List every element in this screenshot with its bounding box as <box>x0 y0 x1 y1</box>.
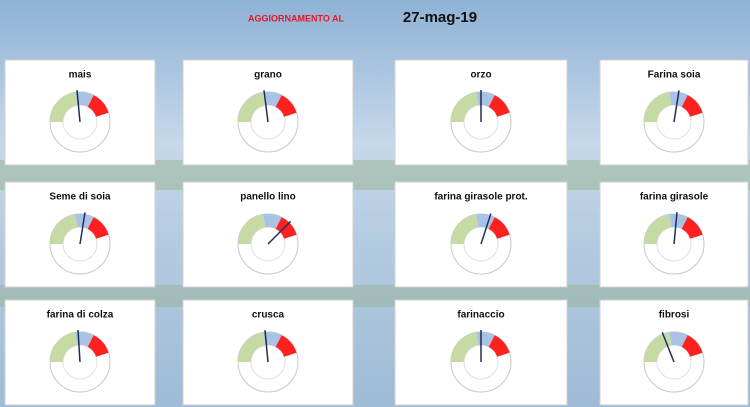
gauge-band <box>451 92 479 122</box>
gauge-band <box>263 92 282 107</box>
gauge-needle <box>264 330 269 363</box>
gauge-needle <box>263 90 269 123</box>
gauge-card: farina girasole prot. <box>394 181 568 288</box>
update-date: 27-mag-19 <box>403 9 477 26</box>
gauge-band <box>75 91 94 107</box>
gauge-card: farina girasole <box>599 181 749 288</box>
gauge-card: orzo <box>394 59 568 166</box>
gauge-title: grano <box>254 70 282 81</box>
gauge-card: grano <box>182 59 354 166</box>
gauge-title: orzo <box>470 70 491 81</box>
gauge-title: panello lino <box>240 192 296 203</box>
gauge-band <box>75 332 94 347</box>
gauge-needle <box>480 213 492 245</box>
gauge-card: panello lino <box>182 181 354 288</box>
gauge-card: mais <box>4 59 156 166</box>
gauge-needle <box>267 220 292 245</box>
gauge-title: farina girasole <box>640 192 709 203</box>
gauge-band <box>681 335 703 357</box>
gauge-band <box>238 332 266 362</box>
gauge-band <box>488 335 510 357</box>
gauge-band <box>681 217 703 239</box>
gauge-card: Seme di soia <box>4 181 156 288</box>
gauge-band <box>275 95 297 117</box>
gauge-band <box>75 214 94 229</box>
gauge-needle <box>673 212 678 245</box>
gauge-band <box>263 332 282 347</box>
gauge-band <box>50 332 78 362</box>
gauge-band <box>669 332 688 347</box>
gauge-band <box>275 335 297 357</box>
gauge-needle <box>77 330 81 363</box>
gauge-title: farina di colza <box>47 310 114 321</box>
gauge-band <box>238 214 266 244</box>
gauge-title: mais <box>69 70 92 81</box>
gauge-card: farina di colza <box>4 299 156 406</box>
gauge-band <box>263 214 282 229</box>
gauge-title: crusca <box>252 310 285 321</box>
gauge-title: farinaccio <box>457 310 504 321</box>
gauge-title: farina girasole prot. <box>434 192 528 203</box>
gauge-band <box>87 217 109 239</box>
gauge-band <box>238 92 266 122</box>
gauge-band <box>669 91 688 107</box>
gauge-band <box>681 95 703 117</box>
gauge-band <box>644 214 672 244</box>
gauge-card: farinaccio <box>394 299 568 406</box>
gauge-title: fibrosi <box>659 310 690 321</box>
gauge-band <box>644 92 672 122</box>
gauge-band <box>488 217 510 239</box>
gauge-band <box>50 214 78 244</box>
update-label: AGGIORNAMENTO AL <box>248 13 345 23</box>
gauge-band <box>87 95 109 117</box>
gauge-card: fibrosi <box>599 299 749 406</box>
gauge-band <box>275 217 297 239</box>
gauge-title: Seme di soia <box>49 192 111 203</box>
gauge-card: crusca <box>182 299 354 406</box>
gauge-needle <box>673 90 680 123</box>
gauge-needle <box>79 212 86 245</box>
gauge-band <box>50 92 78 122</box>
gauge-needle <box>661 331 675 363</box>
gauge-band <box>451 214 479 244</box>
gauge-needle <box>76 90 81 123</box>
gauge-band <box>669 214 688 229</box>
gauge-band <box>451 332 479 362</box>
gauge-band <box>488 95 510 117</box>
gauge-card: Farina soia <box>599 59 749 166</box>
gauge-band <box>87 335 109 357</box>
gauge-title: Farina soia <box>648 70 701 81</box>
